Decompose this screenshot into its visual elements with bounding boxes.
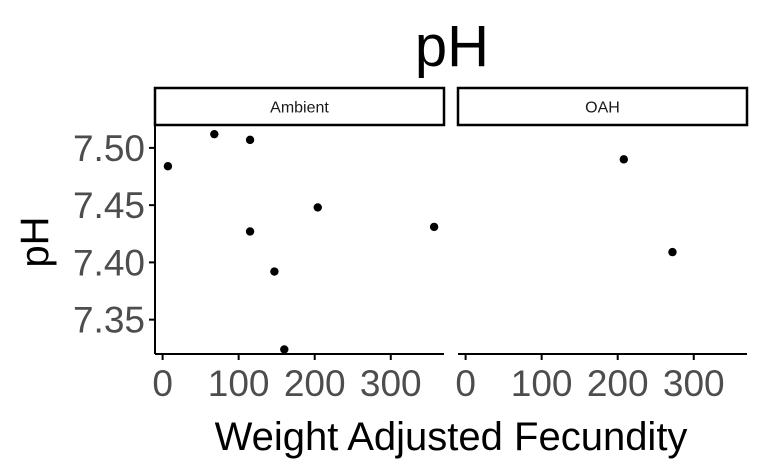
data-point (429, 222, 439, 232)
x-tick-label: 200 (284, 363, 346, 404)
data-point (270, 267, 279, 276)
facet-panel: OAH 0 100 200 300 (455, 86, 749, 404)
facet-strip-label: OAH (585, 100, 620, 117)
data-point (210, 129, 219, 139)
facet-panels: Ambient 0 100 200 300 OAH 0 100 200 300 (152, 86, 749, 404)
facet-panel: Ambient 0 100 200 300 (152, 86, 446, 404)
facet-strip (456, 86, 749, 127)
x-tick-label: 200 (587, 363, 649, 404)
y-tick-label: 7.45 (73, 185, 145, 226)
facet-strip-label: Ambient (270, 100, 329, 117)
y-tick-label: 7.35 (73, 300, 145, 341)
x-tick-label: 100 (208, 363, 270, 404)
x-tick-label: 0 (152, 363, 173, 404)
y-axis-title: pH (13, 216, 57, 267)
x-axis-title: Weight Adjusted Fecundity (215, 415, 688, 459)
y-tick-label: 7.40 (73, 242, 145, 283)
chart-title: pH (415, 14, 489, 79)
x-tick-label: 300 (360, 363, 422, 404)
data-point (280, 345, 289, 354)
facet-strip (153, 86, 446, 127)
data-point (668, 247, 677, 257)
y-tick-label: 7.50 (73, 128, 145, 169)
data-point (313, 203, 322, 212)
x-tick-label: 100 (511, 363, 573, 404)
data-point (245, 135, 255, 145)
data-point (245, 227, 255, 236)
data-point (163, 162, 173, 171)
x-tick-label: 300 (663, 363, 725, 404)
y-axis: 7.35 7.40 7.45 7.50 (73, 125, 156, 354)
data-point (619, 155, 628, 164)
x-tick-label: 0 (455, 363, 476, 404)
